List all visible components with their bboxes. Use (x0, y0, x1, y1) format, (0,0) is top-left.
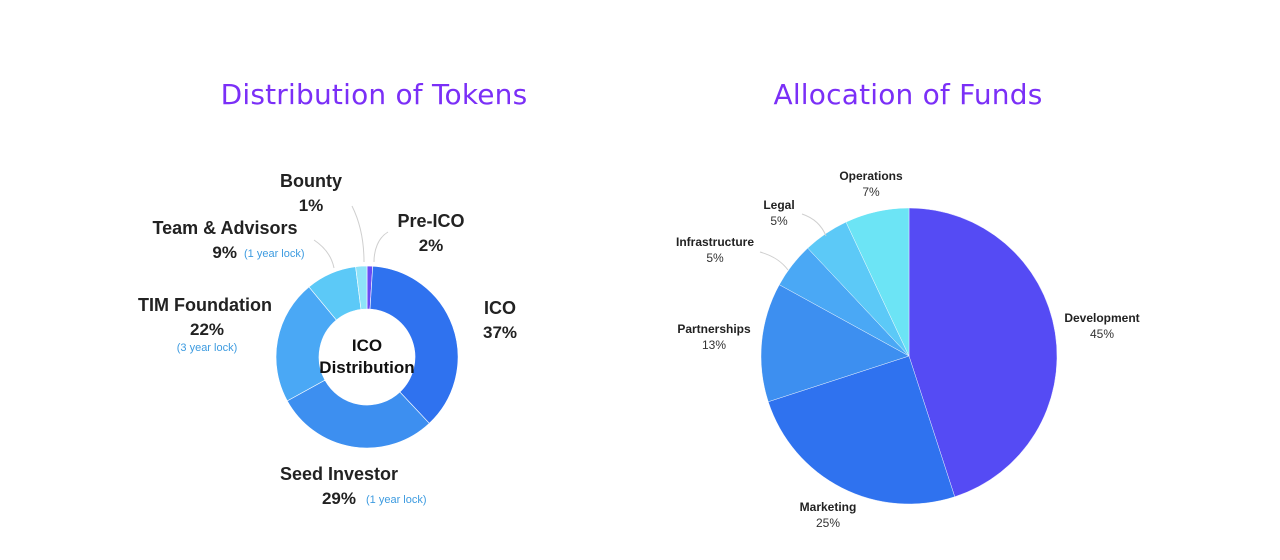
donut-note-team-and-advisors: (1 year lock) (244, 248, 305, 260)
pie-slice-marketing (767, 355, 955, 505)
leader-line-pre-ico (373, 231, 389, 263)
pie-label-operations: Operations (839, 169, 903, 183)
donut-pct-tim-foundation: 22% (190, 320, 224, 339)
donut-center-label-line2: Distribution (319, 358, 414, 377)
leader-line-legal (801, 213, 827, 237)
donut-label-ico: ICO (484, 298, 516, 318)
donut-slice-pre-ico (355, 265, 368, 310)
donut-label-seed-investor: Seed Investor (280, 464, 398, 484)
donut-label-team-and-advisors: Team & Advisors (152, 218, 297, 238)
donut-slice-ico (369, 265, 459, 424)
donut-label-pre-ico: Pre-ICO (397, 211, 464, 231)
pie-label-development: Development (1064, 311, 1139, 325)
token-donut (275, 265, 459, 449)
donut-pct-pre-ico: 2% (419, 236, 444, 255)
pie-pct-partnerships: 13% (702, 338, 726, 352)
distribution-title: Distribution of Tokens (220, 78, 528, 111)
donut-center-label-line1: ICO (352, 336, 382, 355)
pie-slice-development (908, 207, 1058, 498)
pie-label-marketing: Marketing (800, 500, 857, 514)
donut-pct-ico: 37% (483, 323, 517, 342)
pie-pct-development: 45% (1090, 327, 1114, 341)
donut-pct-bounty: 1% (299, 196, 324, 215)
donut-note-seed-investor: (1 year lock) (366, 494, 427, 506)
pie-pct-legal: 5% (770, 214, 788, 228)
pie-slice-operations (845, 207, 910, 357)
pie-pct-operations: 7% (862, 185, 880, 199)
pie-pct-infrastructure: 5% (706, 251, 724, 265)
pie-slice-partnerships (760, 284, 910, 402)
pie-label-infrastructure: Infrastructure (676, 235, 754, 249)
donut-label-tim-foundation: TIM Foundation (138, 295, 272, 315)
donut-pct-seed-investor: 29% (322, 489, 356, 508)
pie-label-partnerships: Partnerships (677, 322, 751, 336)
leader-line-bounty (351, 205, 365, 263)
pie-label-legal: Legal (763, 198, 794, 212)
donut-label-bounty: Bounty (280, 171, 342, 191)
pie-pct-marketing: 25% (816, 516, 840, 530)
donut-slice-seed-investor (286, 379, 430, 449)
donut-note-tim-foundation: (3 year lock) (177, 342, 238, 354)
funds-pie (760, 207, 1058, 505)
allocation-title: Allocation of Funds (773, 78, 1043, 111)
leader-line-team-and-advisors (313, 239, 335, 269)
donut-pct-team-and-advisors: 9% (212, 243, 237, 262)
leader-line-infrastructure (759, 251, 789, 271)
